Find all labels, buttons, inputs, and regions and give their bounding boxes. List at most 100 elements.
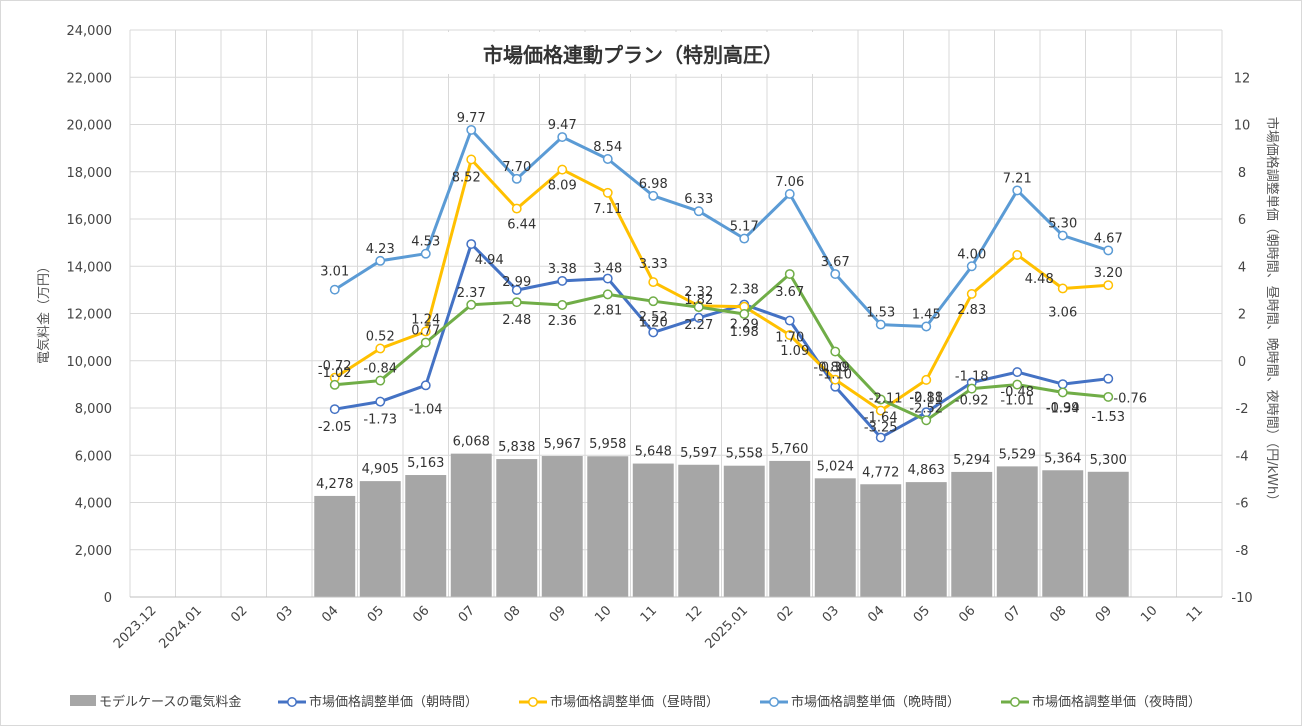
point-data-label: 0.77 <box>411 324 440 339</box>
bar-data-label: 5,838 <box>498 440 535 455</box>
point-data-label: 5.30 <box>1048 217 1077 232</box>
series-point <box>602 289 613 300</box>
y-left-tick-label: 18,000 <box>67 166 113 181</box>
series-point <box>739 233 750 244</box>
series-point <box>466 299 477 310</box>
y-right-tick-label: 6 <box>1238 213 1246 228</box>
series-point <box>648 190 659 201</box>
series-point <box>784 330 795 340</box>
point-data-label: 7.70 <box>502 160 531 175</box>
point-data-label: 2.48 <box>502 313 531 328</box>
bar <box>450 453 492 597</box>
series-point <box>693 206 704 217</box>
series-point <box>921 415 932 426</box>
bar-data-label: 5,300 <box>1090 453 1127 468</box>
y-right-tick-label: -10 <box>1231 591 1252 606</box>
series-point <box>1057 230 1068 241</box>
point-data-label: -2.11 <box>869 392 903 407</box>
legend: モデルケースの電気料金 市場価格調整単価（朝時間） 市場価格調整単価（昼時間） 市場価… <box>70 694 1201 710</box>
point-data-label: 2.32 <box>684 285 713 300</box>
series-point <box>557 132 568 142</box>
series-point <box>557 275 568 286</box>
point-data-label: 3.48 <box>593 262 622 277</box>
series-point <box>602 187 613 198</box>
legend-entry: 市場価格調整単価（昼時間） <box>550 694 719 710</box>
series-point <box>420 337 431 348</box>
series-point <box>557 164 568 175</box>
series-point <box>784 269 795 279</box>
series-point <box>1012 249 1023 260</box>
bar <box>359 481 401 597</box>
point-data-label: -0.81 <box>909 391 943 406</box>
point-data-label: -0.80 <box>813 361 847 376</box>
chart-title-box <box>447 32 820 74</box>
series-line <box>333 128 1109 328</box>
bar <box>723 465 765 597</box>
bar-data-label: 4,278 <box>316 477 353 492</box>
y-right-tick-label: 2 <box>1238 308 1246 323</box>
y-left-tick-label: 20,000 <box>67 119 113 134</box>
legend-entry: 市場価格調整単価（晩時間） <box>791 694 960 710</box>
point-data-label: 6.33 <box>684 192 713 207</box>
series-point <box>693 302 704 313</box>
series-point <box>557 300 568 310</box>
line-series <box>329 124 1114 443</box>
series-point <box>511 203 522 214</box>
point-data-label: 9.77 <box>457 111 486 126</box>
point-data-label: -1.10 <box>818 368 852 383</box>
y-right-tick-label: -4 <box>1236 449 1249 464</box>
y-left-tick-label: 2,000 <box>75 544 112 559</box>
y-right-tick-label: 4 <box>1238 260 1246 275</box>
y-left-tick-label: 14,000 <box>67 260 113 275</box>
bar-data-label: 5,648 <box>635 445 672 460</box>
point-data-label: -1.01 <box>1000 394 1034 409</box>
series-point <box>511 297 522 308</box>
series-point <box>966 261 977 272</box>
y-right-tick-label: -2 <box>1236 402 1249 417</box>
legend-entry: 市場価格調整単価（夜時間） <box>1032 694 1201 710</box>
bar <box>678 464 720 597</box>
point-data-label: -3.25 <box>864 421 898 436</box>
legend-entry: 市場価格調整単価（朝時間） <box>309 694 478 710</box>
point-data-label: -1.64 <box>864 410 898 425</box>
bar <box>905 482 947 597</box>
series-point <box>375 375 386 386</box>
point-data-label: -1.34 <box>1046 401 1080 416</box>
bar <box>587 456 629 597</box>
bar <box>951 471 993 597</box>
series-point <box>830 346 841 357</box>
series-point <box>1103 245 1114 256</box>
series-point <box>739 309 750 319</box>
point-data-label: 4.53 <box>411 235 440 250</box>
y-left-tick-label: 10,000 <box>67 355 113 370</box>
point-data-label: 1.53 <box>866 306 895 321</box>
point-data-label: 9.47 <box>548 118 577 133</box>
point-data-label: 6.98 <box>639 177 668 192</box>
point-data-label: 2.37 <box>457 286 486 301</box>
point-data-label: 3.06 <box>1048 305 1077 320</box>
point-data-label: 3.20 <box>1094 266 1123 281</box>
series-point <box>1057 379 1068 390</box>
point-data-label: 4.94 <box>475 253 504 268</box>
series-point <box>648 327 659 338</box>
series-point <box>420 248 431 259</box>
point-data-label: 3.01 <box>320 265 349 280</box>
series-point <box>329 284 340 295</box>
point-data-label: 3.33 <box>639 257 668 272</box>
point-data-label: 2.83 <box>957 303 986 318</box>
bar <box>405 475 447 597</box>
bar <box>860 484 902 597</box>
series-point <box>375 343 386 354</box>
point-data-label: 2.81 <box>593 303 622 318</box>
point-data-label: 2.99 <box>502 275 531 290</box>
series-point <box>875 319 886 330</box>
series-point <box>648 277 659 288</box>
y-left-tick-label: 22,000 <box>67 71 113 86</box>
bar-data-label: 5,597 <box>680 446 717 461</box>
y-left-tick-label: 24,000 <box>67 24 113 39</box>
point-data-label: 8.52 <box>452 170 481 185</box>
point-data-label: 7.06 <box>775 175 804 190</box>
y-left-tick-label: 6,000 <box>75 449 112 464</box>
point-data-label: 3.67 <box>821 255 850 270</box>
